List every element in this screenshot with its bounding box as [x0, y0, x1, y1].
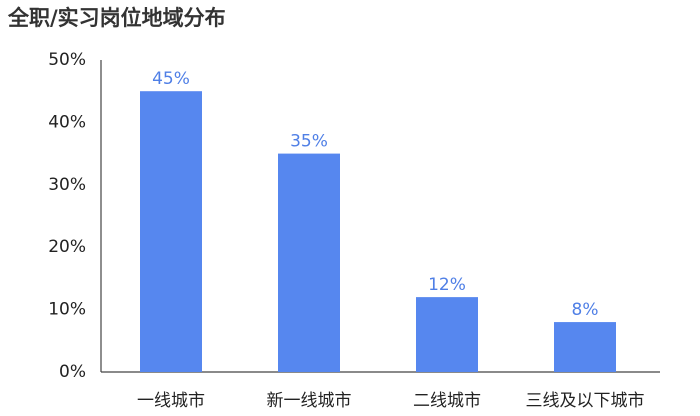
bar — [554, 322, 616, 372]
bar — [278, 153, 340, 372]
bar — [416, 297, 478, 372]
value-label: 35% — [290, 132, 328, 152]
chart-title: 全职/实习岗位地域分布 — [7, 6, 226, 30]
x-tick-label: 一线城市 — [137, 391, 205, 411]
y-tick-label: 50% — [48, 50, 86, 70]
bar — [140, 91, 202, 372]
y-tick-label: 20% — [48, 237, 86, 257]
value-label: 45% — [152, 69, 190, 89]
value-label: 12% — [428, 275, 466, 295]
x-tick-label: 三线及以下城市 — [526, 391, 645, 411]
y-tick-label: 40% — [48, 112, 86, 132]
y-tick-label: 0% — [59, 362, 86, 382]
value-label: 8% — [572, 300, 599, 320]
y-tick-label: 30% — [48, 175, 86, 195]
x-tick-label: 新一线城市 — [267, 391, 352, 411]
x-tick-label: 二线城市 — [413, 391, 481, 411]
y-tick-label: 10% — [48, 300, 86, 320]
